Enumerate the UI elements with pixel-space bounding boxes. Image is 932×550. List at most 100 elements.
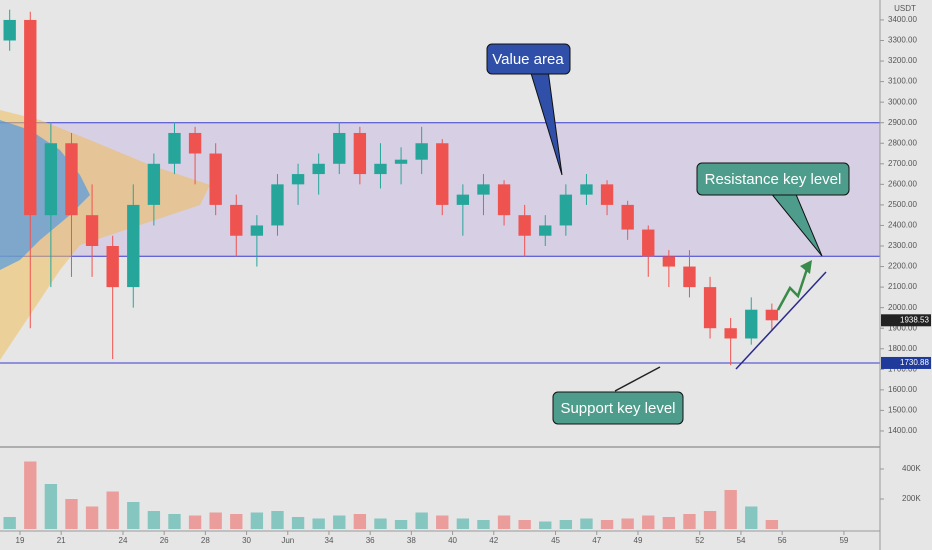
candle-body (106, 246, 119, 288)
support-label: Support key level (560, 400, 675, 417)
x-tick-label: 47 (592, 536, 601, 545)
x-tick-label: 24 (119, 536, 128, 545)
volume-bar (436, 515, 449, 529)
candle-body (539, 225, 552, 236)
volume-bar (477, 520, 490, 529)
trend-line (735, 271, 827, 370)
y-tick-label: 2700.00 (888, 159, 917, 168)
y-tick-label: 3100.00 (888, 77, 917, 86)
support-pointer (614, 366, 661, 392)
candle-body (85, 215, 99, 247)
volume-bar (703, 511, 717, 529)
y-tick-label: 3300.00 (888, 36, 917, 45)
volume-bar (683, 514, 696, 529)
x-tick-label: 26 (160, 536, 169, 545)
y-tick-label: 3200.00 (888, 56, 917, 65)
candle-body (497, 184, 511, 216)
y-tick-label: 3000.00 (888, 97, 917, 106)
volume-bar (518, 520, 531, 529)
candle-body (456, 194, 470, 205)
candle-body (291, 174, 305, 185)
plot-bg (0, 0, 880, 550)
x-tick-label: 40 (448, 536, 457, 545)
volume-bar (291, 517, 305, 529)
candle-body (477, 184, 490, 195)
volume-bar (374, 518, 387, 529)
volume-bar (539, 521, 552, 529)
candle-body (724, 328, 737, 339)
x-tick-label: 42 (489, 536, 498, 545)
volume-bar (230, 514, 243, 529)
volume-bar (188, 515, 202, 529)
front-layer: 1400.001500.001600.001700.001800.001900.… (3, 9, 931, 545)
y-tick-label: 2400.00 (888, 221, 917, 230)
x-tick-label: Jun (281, 536, 294, 545)
volume-bar (44, 484, 58, 529)
x-tick-label: 45 (551, 536, 560, 545)
x-tick-label: 56 (778, 536, 787, 545)
candle-body (436, 143, 449, 205)
y-tick-label: 2300.00 (888, 241, 917, 250)
x-tick-label: 19 (16, 536, 25, 545)
volume-bar (353, 514, 367, 529)
volume-tick-label: 200K (902, 494, 921, 503)
last-price-label: 1938.53 (900, 315, 929, 324)
resistance-box (696, 162, 850, 196)
candle-body (44, 143, 58, 216)
candle-body (312, 163, 325, 175)
last-price-box (881, 314, 931, 327)
y-tick-label: 1500.00 (888, 406, 917, 415)
x-tick-label: 52 (695, 536, 704, 545)
candle-body (230, 204, 243, 236)
volume-bar (168, 514, 181, 529)
x-tick-label: 34 (325, 536, 334, 545)
candle-body (333, 132, 346, 164)
resistance-label: Resistance key level (705, 171, 842, 188)
volume-bar (24, 461, 37, 529)
candle-body (621, 204, 634, 230)
volume-bar (456, 518, 470, 529)
volume-bar (127, 502, 140, 529)
candle-body (127, 204, 140, 288)
candle-body (683, 266, 696, 288)
volume-bar (745, 506, 758, 529)
support-box (552, 391, 684, 425)
candle-body (147, 163, 161, 205)
y-tick-label: 2500.00 (888, 200, 917, 209)
volume-bar (3, 517, 16, 529)
value-area-box (486, 43, 571, 75)
volume-bar (65, 499, 78, 529)
y-tick-label: 2000.00 (888, 303, 917, 312)
volume-bar (271, 511, 284, 529)
volume-bar (621, 518, 634, 529)
candle-body (662, 256, 676, 267)
candle-body (374, 163, 387, 175)
x-tick-label: 38 (407, 536, 416, 545)
x-tick-label: 59 (839, 536, 848, 545)
y-tick-label: 2800.00 (888, 138, 917, 147)
y-tick-label: 1600.00 (888, 385, 917, 394)
x-tick-label: 28 (201, 536, 210, 545)
y-tick-label: 2100.00 (888, 282, 917, 291)
volume-bar (642, 515, 655, 529)
volume-bar (724, 490, 737, 529)
volume-bar (580, 518, 593, 529)
support-price-box (881, 356, 931, 369)
volume-bar (662, 517, 676, 529)
y-tick-label: 2600.00 (888, 179, 917, 188)
y-tick-label: 2900.00 (888, 118, 917, 127)
value-area-label: Value area (492, 51, 564, 68)
volume-bar (600, 520, 614, 529)
x-tick-label: 49 (634, 536, 643, 545)
y-tick-label: 3400.00 (888, 15, 917, 24)
candle-body (65, 143, 78, 216)
candle-body (24, 19, 37, 216)
x-tick-label: 54 (737, 536, 746, 545)
volume-bar (250, 512, 264, 529)
y-tick-label: 1400.00 (888, 426, 917, 435)
candle-body (353, 132, 367, 175)
y-tick-label: 1900.00 (888, 323, 917, 332)
y-tick-label: 1800.00 (888, 344, 917, 353)
candle-body (394, 159, 408, 164)
